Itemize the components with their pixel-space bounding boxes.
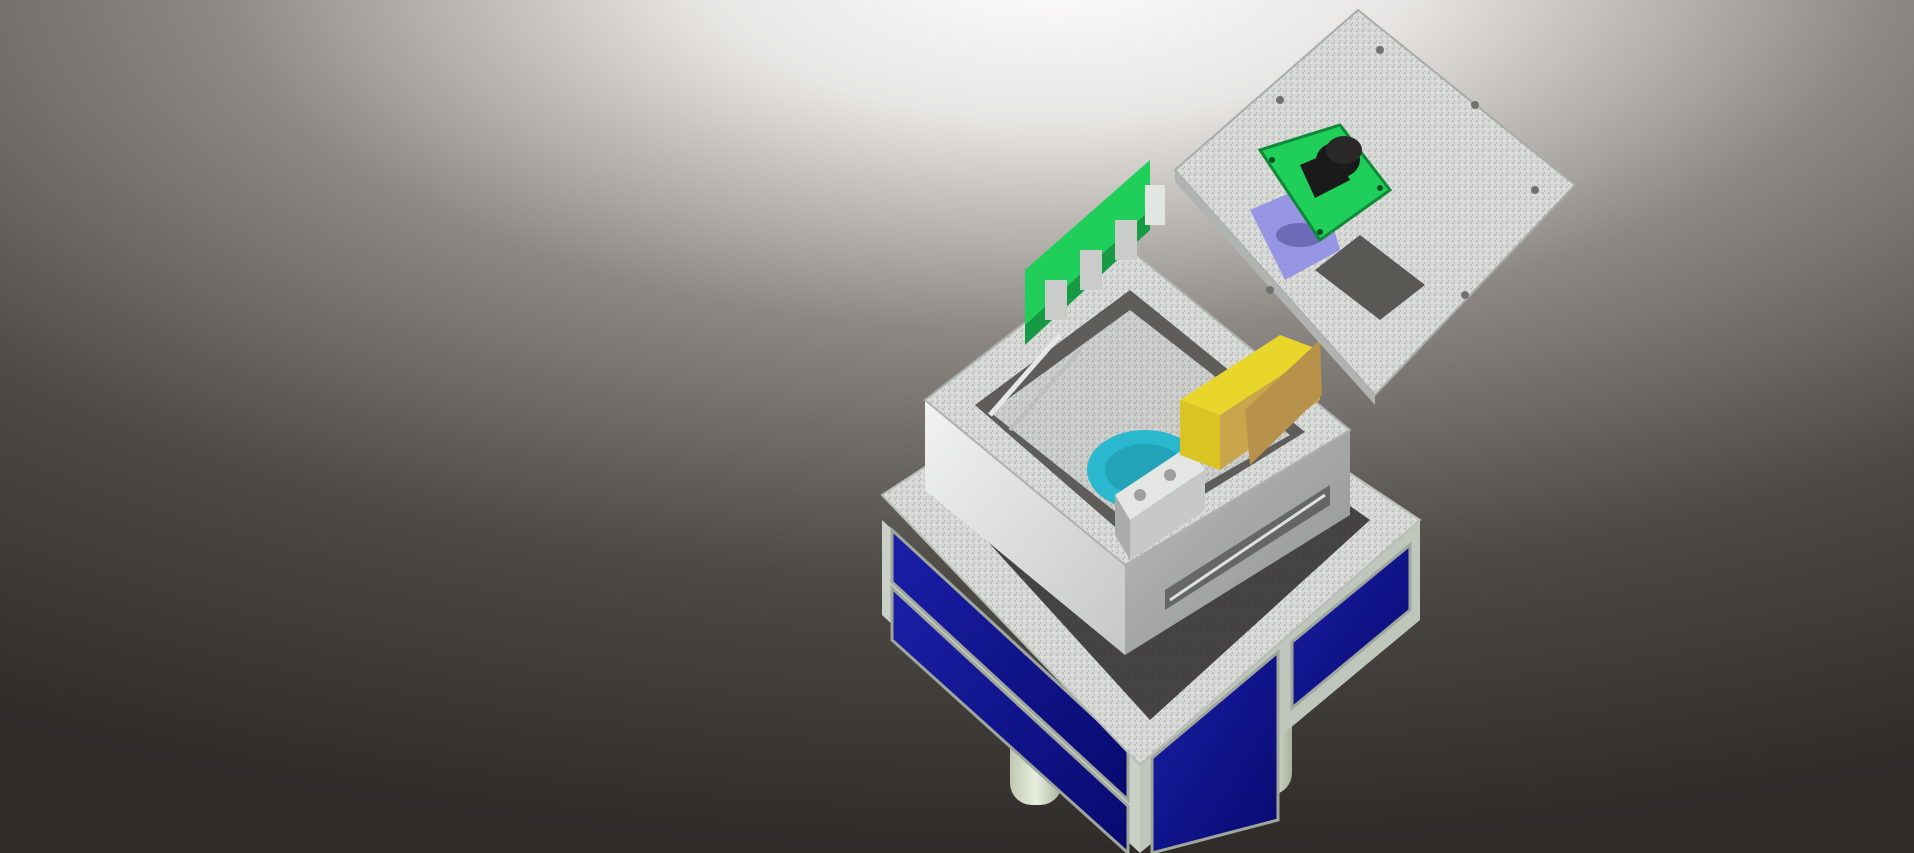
camera-module (1257, 123, 1393, 243)
bus-right-face (1140, 520, 1420, 853)
side-pcb-bracket (1025, 160, 1165, 345)
yellow-tan-block (1180, 335, 1322, 470)
bus-left-face (882, 520, 1140, 853)
mounting-block (1115, 445, 1205, 560)
